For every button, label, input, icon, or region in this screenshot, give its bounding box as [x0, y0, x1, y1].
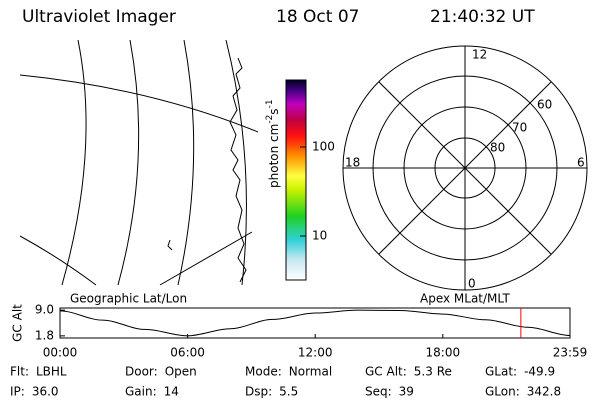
- info-value: LBHL: [36, 365, 67, 379]
- info-label: IP:: [10, 385, 25, 399]
- y-tick-label: 1.8: [35, 328, 54, 342]
- lat-label: 60: [537, 98, 552, 112]
- panel-label: Geographic Lat/Lon: [70, 292, 187, 306]
- lat-label: 70: [512, 121, 527, 135]
- mlt-label: 6: [577, 156, 585, 170]
- info-value: 5.5: [279, 385, 298, 399]
- info-label: Mode:: [245, 365, 282, 379]
- info-label: GLon:: [485, 385, 520, 399]
- info-label: Gain:: [125, 385, 157, 399]
- info-value: 14: [164, 385, 179, 399]
- x-tick-label: 18:00: [426, 346, 461, 360]
- info-value: 342.8: [527, 385, 561, 399]
- info-value: Open: [165, 365, 197, 379]
- plot-frame: [59, 307, 571, 339]
- date: 18 Oct 07: [276, 7, 359, 27]
- info-label: Seq:: [365, 385, 392, 399]
- mlt-label: 18: [345, 156, 360, 170]
- info-label: Dsp:: [245, 385, 272, 399]
- y-axis-label: GC Alt: [11, 304, 25, 342]
- panel-label: Apex MLat/MLT: [420, 292, 510, 306]
- info-value: -49.9: [524, 365, 555, 379]
- mlt-label: 0: [468, 277, 476, 291]
- colorbar-tick-label: 10: [312, 229, 327, 243]
- info-value: 36.0: [32, 385, 59, 399]
- x-tick-label: 00:00: [43, 346, 78, 360]
- time: 21:40:32 UT: [430, 7, 535, 27]
- info-label: GLat:: [485, 365, 517, 379]
- colorbar-label: photon cm-2s-1: [265, 99, 281, 188]
- info-value: Normal: [289, 365, 332, 379]
- mlt-label: 12: [472, 48, 487, 62]
- info-value: 39: [399, 385, 414, 399]
- info-label: Flt:: [10, 365, 29, 379]
- altitude-line: [59, 309, 571, 337]
- info-label: GC Alt:: [365, 365, 407, 379]
- geo-map: [19, 39, 259, 286]
- x-tick-label: 23:59: [553, 346, 588, 360]
- colorbar: [285, 79, 307, 281]
- title: Ultraviolet Imager: [22, 7, 176, 27]
- colorbar-tick-label: 100: [312, 140, 335, 154]
- y-tick-label: 9.0: [35, 303, 54, 317]
- x-tick-label: 12:00: [298, 346, 333, 360]
- info-value: 5.3 Re: [414, 365, 452, 379]
- lat-label: 80: [490, 141, 505, 155]
- polar-grid: [342, 45, 588, 291]
- info-label: Door:: [125, 365, 158, 379]
- x-tick-label: 06:00: [170, 346, 205, 360]
